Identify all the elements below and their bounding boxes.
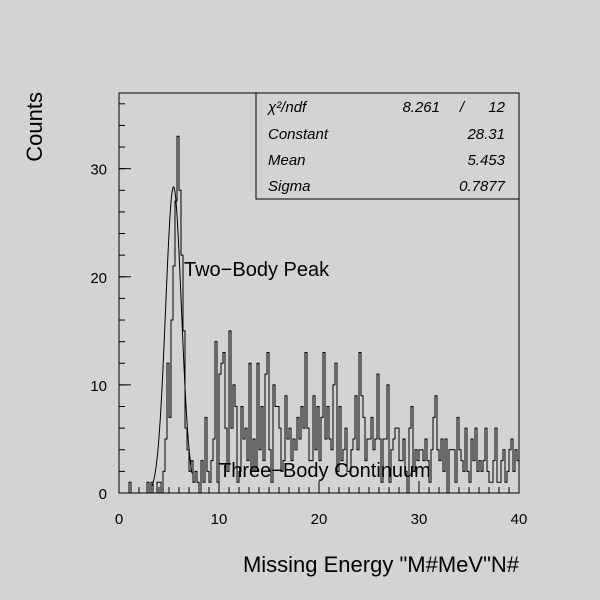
stats-chi2-value: 8.261 bbox=[402, 99, 440, 116]
stats-mean-label: Mean bbox=[268, 152, 306, 169]
x-tick-label: 40 bbox=[511, 511, 528, 528]
stats-chi2-sep: / bbox=[459, 99, 466, 116]
y-tick-label: 10 bbox=[90, 378, 107, 395]
stats-mean-value: 5.453 bbox=[467, 152, 505, 169]
stats-constant-label: Constant bbox=[268, 126, 329, 143]
x-tick-label: 0 bbox=[115, 511, 123, 528]
histogram-series bbox=[119, 135, 520, 494]
fit-stats-box: χ²/ndf 8.261 / 12 Constant 28.31 Mean 5.… bbox=[255, 92, 520, 200]
y-tick-label: 0 bbox=[99, 486, 107, 503]
gaussian-fit-curve bbox=[151, 186, 193, 486]
tick-labels: 0 10 20 30 40 0 10 20 30 bbox=[90, 162, 527, 528]
y-tick-label: 30 bbox=[90, 162, 107, 179]
y-tick-label: 20 bbox=[90, 270, 107, 287]
stats-sigma-label: Sigma bbox=[268, 178, 311, 195]
x-tick-label: 20 bbox=[311, 511, 328, 528]
y-axis-title: Counts bbox=[22, 92, 47, 162]
annotation-two-body-peak: Two−Body Peak bbox=[184, 259, 330, 281]
stats-chi2-label: χ²/ndf bbox=[266, 99, 308, 116]
annotation-three-body-continuum: Three−Body Continuum bbox=[219, 460, 431, 482]
x-tick-label: 30 bbox=[411, 511, 428, 528]
stats-ndf-value: 12 bbox=[488, 99, 505, 116]
stats-sigma-value: 0.7877 bbox=[459, 178, 506, 195]
stats-box-frame bbox=[255, 92, 520, 200]
stats-constant-value: 28.31 bbox=[466, 126, 505, 143]
x-axis-title: Missing Energy "M#MeV"N# bbox=[243, 552, 520, 577]
x-tick-label: 10 bbox=[211, 511, 228, 528]
